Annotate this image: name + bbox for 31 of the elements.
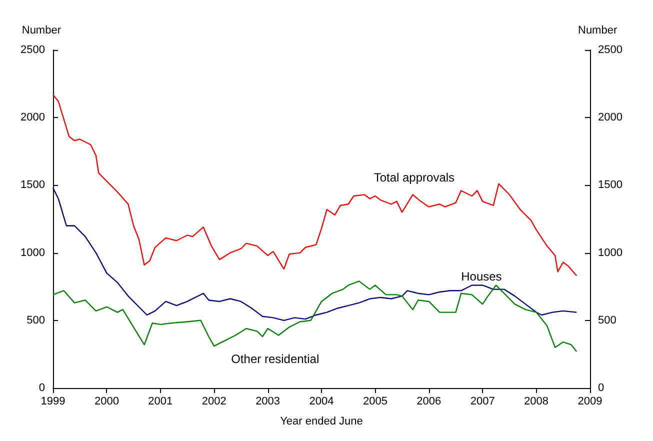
y2-tick-label: 2000: [598, 112, 622, 124]
line-series: [52, 280, 578, 352]
y-tick-label: 500: [26, 314, 45, 326]
x-tick-label: 2007: [470, 396, 495, 408]
x-tick-label: 2002: [202, 396, 226, 408]
x-tick-label: 2005: [362, 396, 388, 408]
x-tick-label: 2006: [416, 396, 442, 408]
series-label: Total approvals: [374, 170, 455, 185]
y-tick-label: 2500: [20, 44, 45, 56]
y-axis-title: Number: [22, 24, 62, 36]
x-axis-title: Year ended June: [280, 416, 363, 428]
y2-axis-title: Number: [578, 24, 618, 36]
y2-tick-label: 1000: [598, 246, 622, 259]
x-tick-label: 2001: [148, 396, 173, 408]
x-tick-label: 2008: [524, 396, 549, 408]
y-tick-label: 0: [38, 382, 45, 394]
y-tick-label: 2000: [20, 112, 45, 124]
x-tick-label: 2004: [309, 396, 334, 408]
x-tick-label: 2009: [578, 396, 602, 408]
x-tick-label: 2003: [256, 396, 280, 408]
y2-tick-label: 500: [598, 314, 616, 326]
series-label: Other residential: [231, 352, 320, 366]
series-label: Houses: [461, 270, 502, 284]
line-series: [52, 187, 578, 321]
y-tick-label: 1000: [20, 246, 45, 259]
y2-tick-label: 1500: [598, 179, 622, 192]
x-tick-label: 1999: [40, 396, 66, 408]
y2-tick-label: 2500: [598, 44, 622, 56]
y-tick-label: 1500: [20, 179, 45, 192]
y2-tick-label: 0: [598, 382, 604, 394]
x-tick-label: 2000: [94, 396, 119, 408]
